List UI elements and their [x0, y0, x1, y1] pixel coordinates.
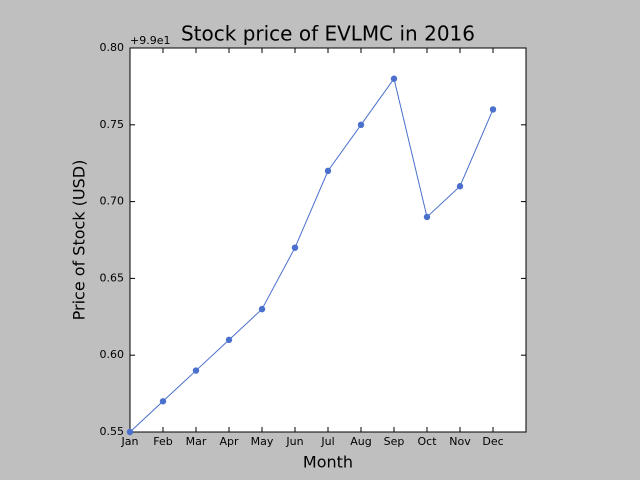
y-tick-label: 0.70	[100, 195, 125, 208]
point	[423, 213, 431, 221]
point	[291, 244, 299, 251]
x-tick-label: Jan	[121, 435, 139, 448]
x-tick-label: Mar	[186, 435, 207, 448]
x-axis-label: Month	[303, 453, 353, 472]
x-tick-label: Jul	[320, 435, 334, 448]
point	[126, 428, 134, 436]
x-tick-label: Sep	[384, 435, 405, 448]
point	[489, 106, 497, 113]
x-tick-label: Jun	[285, 435, 303, 448]
x-tick-label: May	[251, 435, 274, 448]
x-tick-label: Nov	[449, 435, 471, 448]
y-tick-label: 0.55	[100, 425, 125, 438]
point	[357, 121, 365, 128]
y-tick-label: 0.60	[100, 348, 125, 361]
point	[456, 183, 464, 190]
y-tick-label: 0.75	[100, 118, 125, 131]
x-tick-label: Aug	[350, 435, 371, 448]
x-tick-label: Feb	[153, 435, 172, 448]
point	[390, 75, 398, 82]
point	[324, 167, 332, 175]
x-tick-label: Oct	[417, 435, 437, 448]
x-tick-label: Dec	[482, 435, 503, 448]
y-axis-label: Price of Stock (USD)	[70, 160, 89, 321]
y-tick-label: 0.80	[100, 41, 125, 54]
point	[225, 336, 233, 344]
point	[159, 398, 167, 405]
y-offset-label: +9.9e1	[130, 34, 170, 47]
chart-title: Stock price of EVLMC in 2016	[181, 22, 475, 46]
x-tick-label: Apr	[219, 435, 239, 448]
plot-area	[129, 47, 527, 433]
y-tick-label: 0.65	[100, 271, 125, 284]
point	[192, 367, 200, 374]
point	[258, 305, 266, 313]
line	[129, 77, 494, 433]
